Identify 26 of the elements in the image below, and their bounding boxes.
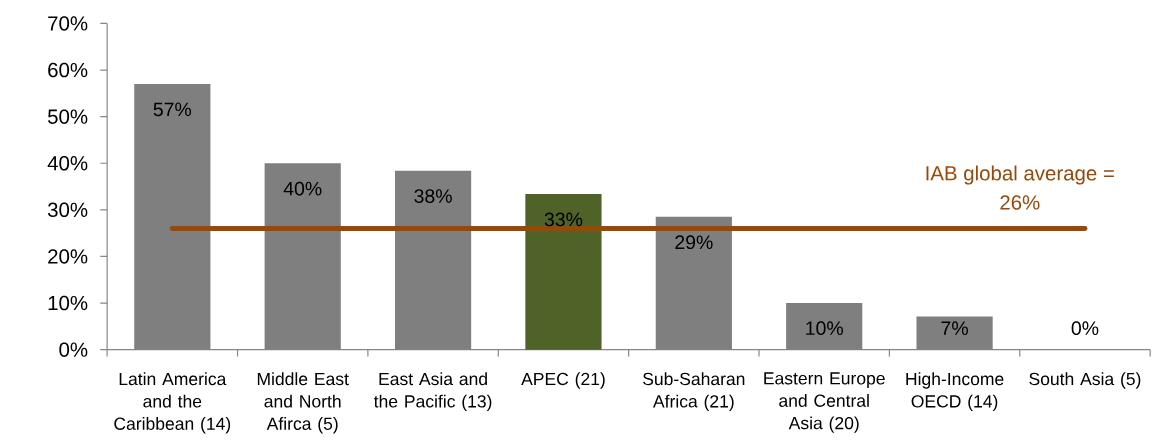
data-label: 57% bbox=[153, 102, 192, 117]
y-tick-label: 20% bbox=[48, 249, 88, 264]
x-tick-label: High-Income OECD (14) bbox=[906, 372, 1004, 411]
data-label: 29% bbox=[675, 235, 713, 249]
y-tick-label: 10% bbox=[48, 295, 88, 311]
data-label: 10% bbox=[806, 321, 843, 335]
x-tick-label: East Asia and the Pacific (13) bbox=[373, 372, 492, 411]
x-tick-label: Eastern Europe and Central Asia (20) bbox=[764, 372, 885, 433]
y-tick-label: 70% bbox=[48, 16, 88, 31]
bar bbox=[525, 193, 602, 350]
y-tick-label: 30% bbox=[47, 202, 88, 217]
data-label: 33% bbox=[544, 212, 583, 227]
x-tick-label: APEC (21) bbox=[521, 372, 605, 389]
data-label: 40% bbox=[283, 181, 322, 196]
y-tick-label: 60% bbox=[48, 62, 88, 78]
y-tick-label: 40% bbox=[47, 155, 88, 171]
data-label: 0% bbox=[1071, 321, 1099, 335]
x-tick-label: Middle East and North Afirca (5) bbox=[257, 372, 349, 434]
y-tick-label: 0% bbox=[59, 342, 88, 357]
x-tick-label: Sub-Saharan Africa (21) bbox=[643, 372, 745, 411]
x-tick-label: Latin America and the Caribbean (14) bbox=[114, 372, 231, 434]
x-tick-label: South Asia (5) bbox=[1029, 372, 1141, 389]
ref-line-label: IAB global average = 26% bbox=[926, 165, 1114, 210]
data-label: 7% bbox=[941, 321, 968, 335]
data-label: 38% bbox=[414, 189, 452, 203]
y-tick-label: 50% bbox=[47, 109, 88, 124]
